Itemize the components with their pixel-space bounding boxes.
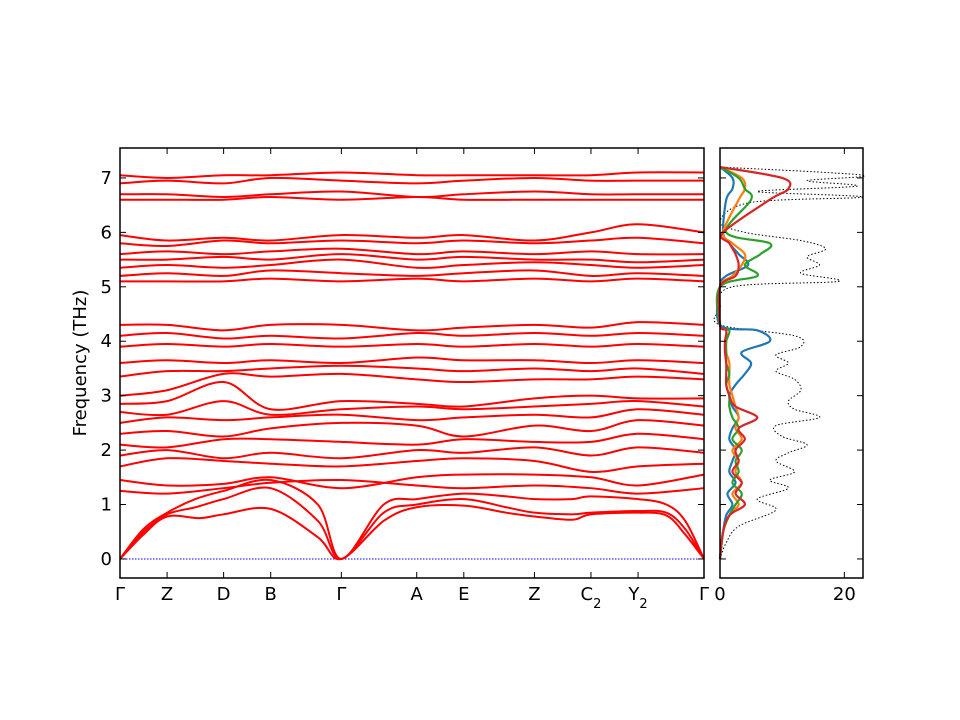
kpoint-label: A xyxy=(411,584,424,605)
band-line-band-18 xyxy=(119,321,705,332)
dos-curves xyxy=(713,165,866,560)
y-tick-label: 3 xyxy=(101,386,112,407)
kpoint-label: Γ xyxy=(336,584,346,605)
dos-x-ticks: 0 20 xyxy=(714,148,856,605)
band-line-acoustic-2 xyxy=(119,486,705,560)
band-line-band-15 xyxy=(119,356,705,365)
y-axis-label: Frequency (THz) xyxy=(70,290,91,437)
band-line-band-16 xyxy=(119,342,705,348)
band-line-band-20 xyxy=(119,269,705,277)
kpoint-label: Z xyxy=(161,584,173,605)
y-tick-label: 7 xyxy=(101,168,112,189)
band-axes-frame xyxy=(119,147,705,579)
band-line-band-7 xyxy=(119,446,705,460)
kpoint-label: Γ xyxy=(699,584,709,605)
band-line-band-27 xyxy=(119,190,704,199)
band-line-band-23 xyxy=(119,247,705,256)
dos-y-ticks xyxy=(720,177,863,560)
kpoint-subscript: 2 xyxy=(639,597,647,612)
band-line-band-9 xyxy=(119,419,705,438)
band-x-ticks: Γ Z D B Γ A E Z C2 Y2 Γ xyxy=(115,148,709,612)
band-line-band-19 xyxy=(120,277,705,283)
y-tick-label: 6 xyxy=(101,222,112,243)
dos-x-tick-label: 0 xyxy=(714,584,725,605)
y-tick-label: 0 xyxy=(101,549,112,570)
band-line-band-29 xyxy=(119,171,705,179)
band-line-acoustic-1 xyxy=(119,504,705,561)
y-tick-label: 5 xyxy=(101,277,112,298)
band-line-band-14 xyxy=(119,364,705,378)
band-line-band-8 xyxy=(119,432,705,449)
y-tick-label: 4 xyxy=(101,331,112,352)
band-line-band-12 xyxy=(119,381,705,411)
band-line-band-25 xyxy=(119,223,705,242)
y-tick-label: 2 xyxy=(101,440,112,461)
kpoint-subscript: 2 xyxy=(593,597,601,612)
phonon-bands xyxy=(119,171,705,561)
band-line-band-21 xyxy=(119,258,705,269)
band-line-band-17 xyxy=(119,332,705,340)
dos-series-3 xyxy=(715,166,773,560)
kpoint-label: Z xyxy=(528,584,540,605)
band-line-acoustic-3 xyxy=(119,478,705,560)
dos-series-0 xyxy=(713,166,866,560)
band-line-band-4 xyxy=(119,478,705,495)
band-line-band-24 xyxy=(119,236,705,248)
dos-axes-frame xyxy=(719,147,864,579)
band-line-band-6 xyxy=(119,457,705,473)
dos-panel: 0 20 xyxy=(713,147,866,605)
band-y-ticks: 0 1 2 3 4 5 6 7 xyxy=(101,168,704,570)
y-tick-label: 1 xyxy=(101,495,112,516)
kpoint-label: E xyxy=(458,584,469,605)
band-line-band-28 xyxy=(119,176,704,185)
kpoint-label: D xyxy=(217,584,231,605)
band-line-band-10 xyxy=(119,408,705,424)
band-line-band-11 xyxy=(119,400,705,417)
band-line-band-5 xyxy=(119,473,705,490)
kpoint-label: Γ xyxy=(115,584,125,605)
band-line-band-22 xyxy=(119,253,705,264)
dos-series-4 xyxy=(717,165,792,560)
dos-x-tick-label: 20 xyxy=(833,584,856,605)
band-line-band-13 xyxy=(119,372,705,397)
kpoint-label: B xyxy=(265,584,277,605)
